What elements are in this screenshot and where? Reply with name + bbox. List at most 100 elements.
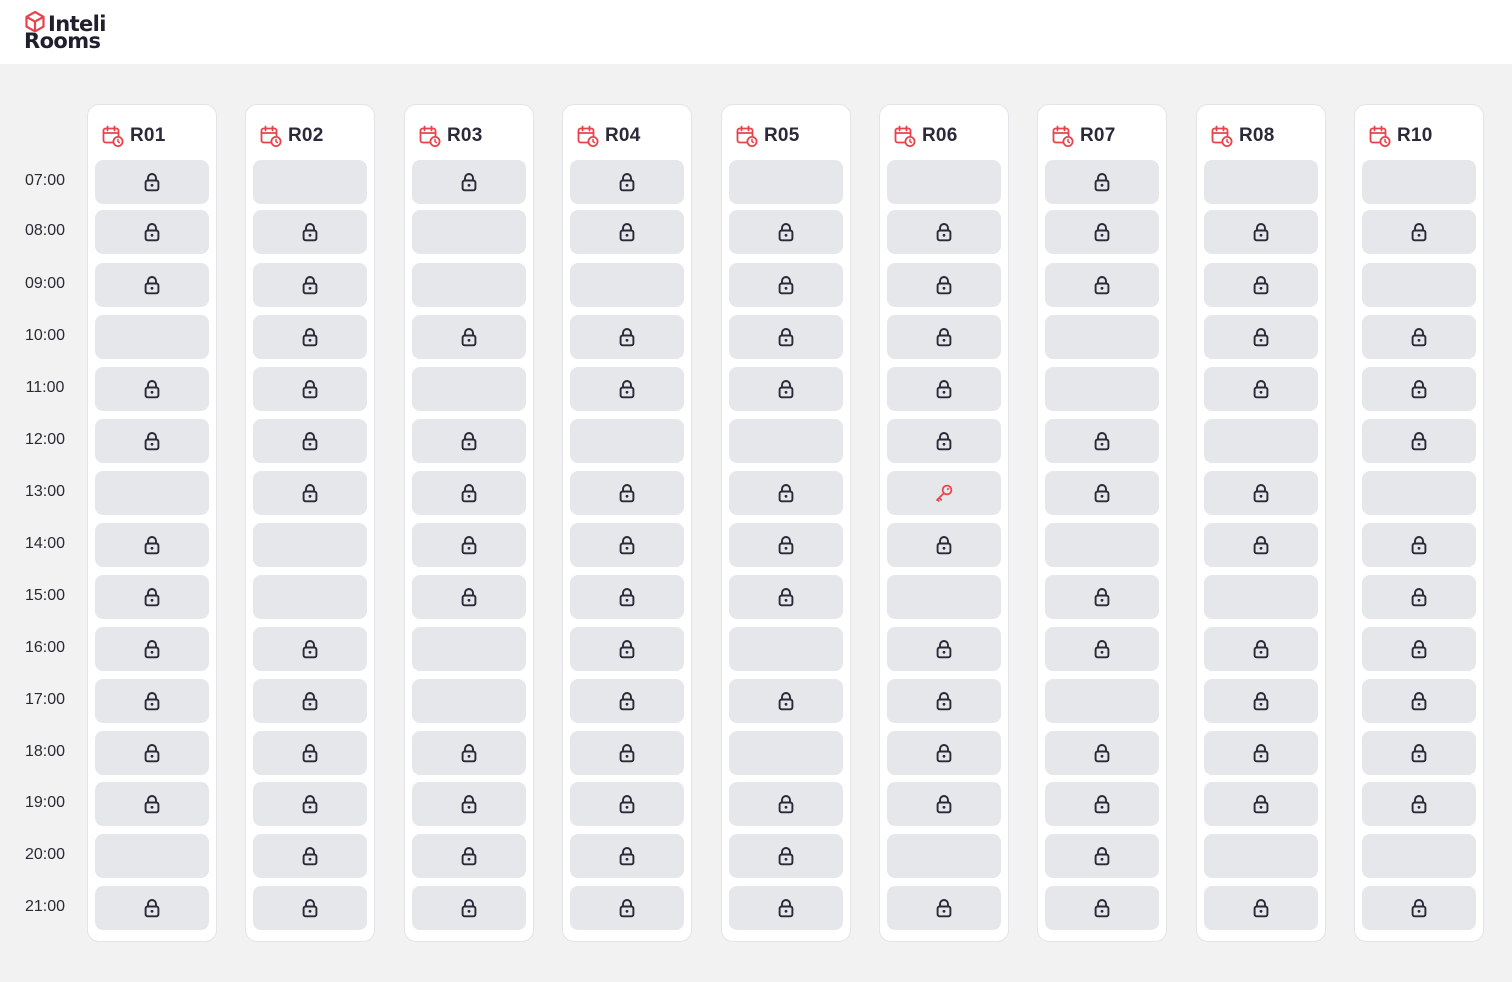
time-slot-locked[interactable]: [570, 210, 684, 254]
time-slot-locked[interactable]: [1362, 575, 1476, 619]
time-slot-locked[interactable]: [1204, 679, 1318, 723]
time-slot-free[interactable]: [1045, 523, 1159, 567]
time-slot-locked[interactable]: [887, 782, 1001, 826]
time-slot-free[interactable]: [1204, 834, 1318, 878]
time-slot-locked[interactable]: [570, 627, 684, 671]
time-slot-locked[interactable]: [729, 210, 843, 254]
time-slot-locked[interactable]: [1204, 782, 1318, 826]
time-slot-locked[interactable]: [1204, 731, 1318, 775]
time-slot-locked[interactable]: [253, 834, 367, 878]
time-slot-free[interactable]: [887, 575, 1001, 619]
time-slot-free[interactable]: [1204, 575, 1318, 619]
time-slot-locked[interactable]: [1204, 315, 1318, 359]
time-slot-locked[interactable]: [253, 471, 367, 515]
time-slot-locked[interactable]: [412, 160, 526, 204]
time-slot-free[interactable]: [253, 523, 367, 567]
time-slot-locked[interactable]: [1362, 210, 1476, 254]
time-slot-free[interactable]: [1204, 419, 1318, 463]
time-slot-locked[interactable]: [95, 210, 209, 254]
time-slot-locked[interactable]: [412, 834, 526, 878]
time-slot-locked[interactable]: [1362, 782, 1476, 826]
time-slot-locked[interactable]: [570, 315, 684, 359]
time-slot-locked[interactable]: [1045, 575, 1159, 619]
time-slot-locked[interactable]: [1362, 627, 1476, 671]
room-header[interactable]: R10: [1368, 124, 1432, 148]
time-slot-locked[interactable]: [887, 210, 1001, 254]
time-slot-locked[interactable]: [412, 315, 526, 359]
time-slot-locked[interactable]: [95, 782, 209, 826]
time-slot-locked[interactable]: [95, 886, 209, 930]
room-header[interactable]: R04: [576, 124, 640, 148]
time-slot-locked[interactable]: [1362, 315, 1476, 359]
time-slot-free[interactable]: [729, 160, 843, 204]
time-slot-locked[interactable]: [95, 575, 209, 619]
time-slot-locked[interactable]: [1362, 886, 1476, 930]
time-slot-free[interactable]: [1045, 315, 1159, 359]
time-slot-locked[interactable]: [1045, 627, 1159, 671]
time-slot-free[interactable]: [253, 160, 367, 204]
time-slot-locked[interactable]: [1045, 731, 1159, 775]
time-slot-locked[interactable]: [412, 523, 526, 567]
time-slot-locked[interactable]: [1362, 679, 1476, 723]
time-slot-locked[interactable]: [570, 731, 684, 775]
time-slot-free[interactable]: [95, 315, 209, 359]
time-slot-locked[interactable]: [570, 782, 684, 826]
time-slot-locked[interactable]: [729, 471, 843, 515]
time-slot-locked[interactable]: [887, 263, 1001, 307]
time-slot-locked[interactable]: [1204, 627, 1318, 671]
time-slot-free[interactable]: [1204, 160, 1318, 204]
time-slot-locked[interactable]: [1045, 160, 1159, 204]
time-slot-free[interactable]: [1362, 834, 1476, 878]
time-slot-locked[interactable]: [412, 575, 526, 619]
time-slot-free[interactable]: [1045, 367, 1159, 411]
time-slot-locked[interactable]: [887, 886, 1001, 930]
time-slot-locked[interactable]: [253, 263, 367, 307]
time-slot-locked[interactable]: [253, 367, 367, 411]
time-slot-locked[interactable]: [1204, 471, 1318, 515]
time-slot-locked[interactable]: [887, 367, 1001, 411]
intelirooms-logo[interactable]: Inteli Rooms: [24, 10, 134, 56]
time-slot-locked[interactable]: [253, 627, 367, 671]
time-slot-locked[interactable]: [570, 160, 684, 204]
time-slot-free[interactable]: [95, 471, 209, 515]
time-slot-locked[interactable]: [570, 679, 684, 723]
time-slot-locked[interactable]: [729, 367, 843, 411]
time-slot-locked[interactable]: [95, 419, 209, 463]
time-slot-locked[interactable]: [570, 834, 684, 878]
time-slot-locked[interactable]: [1362, 367, 1476, 411]
time-slot-locked[interactable]: [570, 471, 684, 515]
time-slot-locked[interactable]: [1045, 834, 1159, 878]
time-slot-locked[interactable]: [887, 315, 1001, 359]
time-slot-free[interactable]: [253, 575, 367, 619]
time-slot-locked[interactable]: [570, 886, 684, 930]
time-slot-free[interactable]: [412, 679, 526, 723]
time-slot-locked[interactable]: [1045, 210, 1159, 254]
time-slot-free[interactable]: [1362, 263, 1476, 307]
time-slot-free[interactable]: [887, 160, 1001, 204]
time-slot-locked[interactable]: [253, 731, 367, 775]
time-slot-locked[interactable]: [1045, 471, 1159, 515]
time-slot-locked[interactable]: [253, 886, 367, 930]
time-slot-locked[interactable]: [253, 315, 367, 359]
time-slot-locked[interactable]: [887, 523, 1001, 567]
time-slot-locked[interactable]: [1045, 263, 1159, 307]
time-slot-locked[interactable]: [1045, 419, 1159, 463]
time-slot-locked[interactable]: [1204, 263, 1318, 307]
time-slot-locked[interactable]: [729, 263, 843, 307]
time-slot-locked[interactable]: [570, 575, 684, 619]
time-slot-locked[interactable]: [887, 419, 1001, 463]
time-slot-locked[interactable]: [729, 782, 843, 826]
time-slot-locked[interactable]: [95, 263, 209, 307]
time-slot-locked[interactable]: [570, 367, 684, 411]
time-slot-locked[interactable]: [1204, 523, 1318, 567]
time-slot-free[interactable]: [887, 834, 1001, 878]
room-header[interactable]: R01: [101, 124, 165, 148]
time-slot-free[interactable]: [412, 210, 526, 254]
time-slot-locked[interactable]: [887, 731, 1001, 775]
time-slot-free[interactable]: [570, 419, 684, 463]
time-slot-locked[interactable]: [95, 627, 209, 671]
time-slot-locked[interactable]: [729, 523, 843, 567]
room-header[interactable]: R08: [1210, 124, 1274, 148]
time-slot-free[interactable]: [729, 627, 843, 671]
room-header[interactable]: R03: [418, 124, 482, 148]
